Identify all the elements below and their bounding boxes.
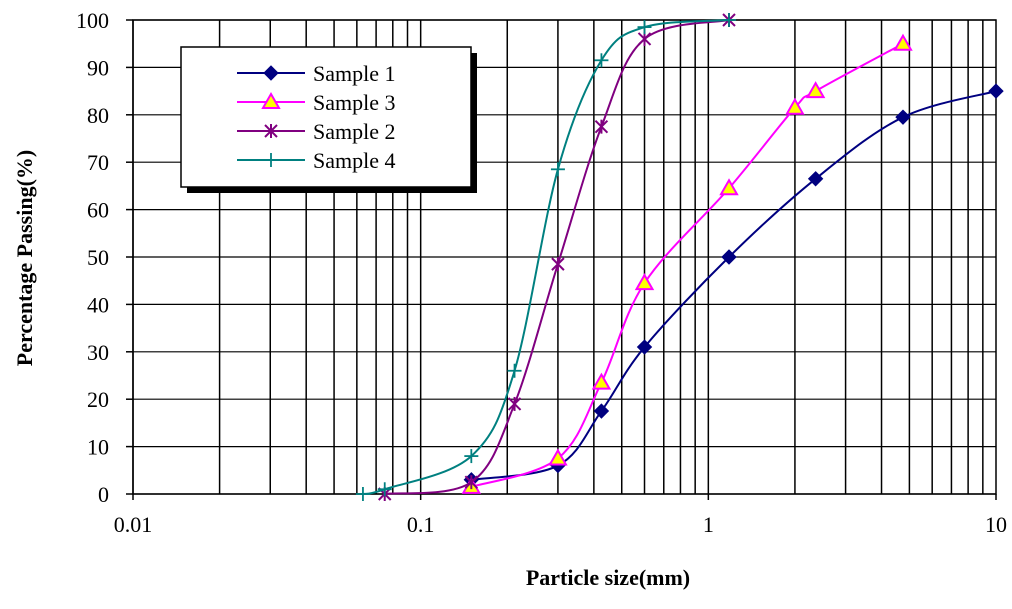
y-tick-label: 100: [76, 8, 109, 33]
data-point-marker: [261, 91, 281, 109]
y-tick-label: 60: [87, 198, 109, 223]
legend-label: Sample 1: [313, 61, 396, 86]
data-point-marker: [263, 65, 279, 81]
x-tick-label: 0.1: [407, 512, 435, 537]
y-tick-label: 10: [87, 435, 109, 460]
series-sample-4: [355, 13, 737, 501]
legend-entry: Sample 1: [237, 61, 396, 86]
axes: [126, 19, 997, 500]
data-point-marker: [507, 396, 522, 411]
y-tick-label: 90: [87, 55, 109, 80]
series-lines: [355, 13, 1004, 501]
data-point-marker: [377, 482, 392, 497]
data-point-marker: [548, 448, 568, 466]
data-point-marker: [551, 257, 565, 272]
data-point-marker: [805, 81, 826, 99]
x-axis-title: Particle size(mm): [526, 565, 690, 590]
data-point-marker: [550, 162, 565, 177]
legend-label: Sample 4: [313, 148, 396, 173]
data-point-marker: [591, 372, 612, 390]
data-point-marker: [594, 119, 609, 134]
data-point-marker: [264, 124, 278, 138]
data-point-marker: [807, 171, 824, 187]
y-tick-label: 70: [87, 150, 109, 175]
data-point-marker: [893, 33, 913, 51]
tick-labels: 0 10 20 30 40 50 60 70 80 90 100 0.01 0.1 1 10: [76, 8, 1007, 537]
x-tick-label: 1: [703, 512, 714, 537]
data-point-marker: [594, 53, 609, 68]
data-point-marker: [785, 97, 805, 115]
legend-label: Sample 2: [313, 119, 396, 144]
data-point-marker: [264, 153, 278, 167]
data-point-marker: [464, 449, 479, 464]
legend-entry: Sample 4: [237, 148, 396, 173]
y-tick-label: 30: [87, 340, 109, 365]
x-tick-label: 10: [985, 512, 1007, 537]
data-point-marker: [637, 31, 652, 46]
data-point-marker: [593, 403, 610, 419]
legend-label: Sample 3: [313, 90, 396, 115]
series-line: [362, 19, 730, 495]
data-point-marker: [988, 83, 1004, 99]
x-tick-label: 0.01: [114, 512, 153, 537]
y-tick-label: 0: [98, 482, 109, 507]
y-tick-label: 20: [87, 387, 109, 412]
data-point-marker: [722, 13, 737, 27]
data-point-marker: [464, 475, 479, 490]
data-point-marker: [895, 109, 911, 125]
legend-box: [180, 46, 472, 188]
data-point-marker: [719, 178, 739, 196]
data-point-marker: [637, 20, 652, 35]
data-point-marker: [721, 249, 737, 265]
data-point-marker: [355, 487, 370, 501]
y-axis-title: Percentage Passing(%): [12, 150, 37, 367]
y-tick-label: 50: [87, 245, 109, 270]
series-line: [471, 90, 997, 481]
series-sample-1: [463, 83, 1004, 488]
legend: Sample 1 Sample 3 Sample 2 Sample 4: [180, 46, 477, 193]
y-tick-label: 80: [87, 103, 109, 128]
series-sample-3: [461, 33, 913, 494]
data-point-marker: [507, 363, 522, 378]
data-point-marker: [636, 339, 653, 355]
data-point-marker: [634, 273, 655, 291]
legend-entry: Sample 3: [237, 90, 396, 115]
legend-entry: Sample 2: [237, 119, 396, 144]
y-tick-label: 40: [87, 292, 109, 317]
series-line: [471, 42, 904, 488]
